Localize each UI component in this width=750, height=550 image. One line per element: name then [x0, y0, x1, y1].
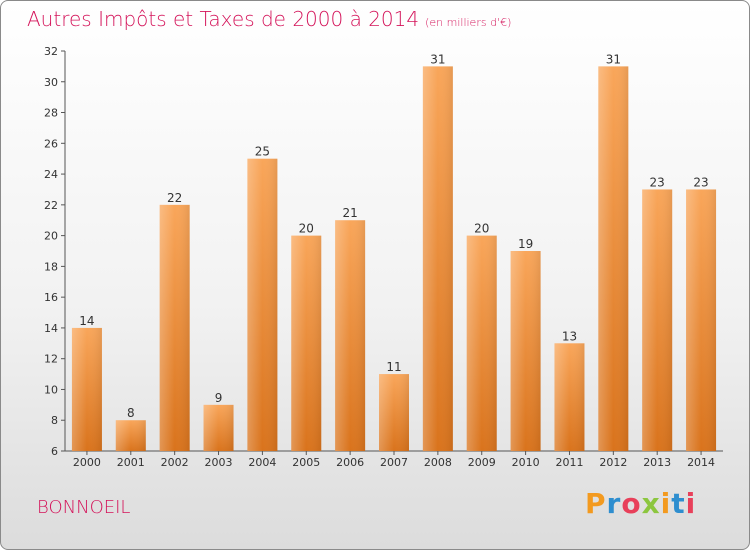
bar-value-label: 25 — [255, 145, 270, 159]
bar-value-label: 23 — [693, 175, 708, 189]
x-tick-label: 2004 — [248, 456, 276, 469]
x-tick-label: 2002 — [161, 456, 189, 469]
y-tick-label: 32 — [44, 45, 58, 58]
x-tick-label: 2011 — [555, 456, 583, 469]
logo-letter: x — [641, 487, 661, 520]
bar-shading — [510, 251, 541, 451]
bar-shading — [335, 220, 366, 451]
chart-title: Autres Impôts et Taxes de 2000 à 2014 (en… — [27, 7, 511, 31]
y-tick-label: 22 — [44, 199, 58, 212]
bar-value-label: 13 — [562, 329, 577, 343]
y-tick-label: 16 — [44, 291, 58, 304]
logo-letter: o — [621, 487, 642, 520]
y-tick-label: 8 — [51, 414, 58, 427]
bar-value-label: 11 — [386, 360, 401, 374]
bar-shading — [291, 235, 322, 451]
x-tick-label: 2014 — [687, 456, 715, 469]
bar-value-label: 19 — [518, 237, 533, 251]
logo-letter: r — [606, 487, 622, 520]
y-tick-label: 18 — [44, 260, 58, 273]
bar-value-label: 23 — [650, 175, 665, 189]
bar-value-label: 21 — [342, 206, 357, 220]
y-tick-label: 6 — [51, 445, 58, 458]
x-tick-label: 2006 — [336, 456, 364, 469]
x-tick-label: 2001 — [117, 456, 145, 469]
bar-shading — [686, 189, 717, 451]
y-tick-label: 28 — [44, 107, 58, 120]
chart-title-text: Autres Impôts et Taxes de 2000 à 2014 — [27, 7, 420, 31]
logo-letter: P — [585, 487, 607, 520]
x-tick-label: 2012 — [599, 456, 627, 469]
bar-shading — [642, 189, 673, 451]
bar-shading — [71, 327, 102, 451]
y-tick-label: 30 — [44, 76, 58, 89]
bar-shading — [115, 420, 146, 451]
x-tick-label: 2010 — [512, 456, 540, 469]
bar-value-label: 31 — [430, 52, 445, 66]
bar-shading — [466, 235, 497, 451]
logo-letter: t — [671, 487, 686, 520]
bar-value-label: 14 — [79, 314, 94, 328]
x-tick-label: 2007 — [380, 456, 408, 469]
bar-shading — [554, 343, 585, 451]
chart-subtitle: (en milliers d'€) — [425, 16, 512, 29]
y-tick-label: 14 — [44, 322, 58, 335]
bar-shading — [159, 204, 190, 451]
bar-shading — [203, 404, 234, 451]
bar-shading — [247, 158, 278, 451]
bar-value-label: 22 — [167, 191, 182, 205]
bar-value-label: 31 — [606, 52, 621, 66]
bar-shading — [598, 66, 629, 451]
bar-value-label: 9 — [215, 391, 223, 405]
y-tick-label: 26 — [44, 137, 58, 150]
y-tick-label: 12 — [44, 353, 58, 366]
x-tick-label: 2000 — [73, 456, 101, 469]
y-tick-label: 10 — [44, 383, 58, 396]
bar-shading — [422, 66, 453, 451]
x-tick-label: 2005 — [292, 456, 320, 469]
commune-name: BONNOEIL — [37, 497, 131, 518]
bar-value-label: 20 — [299, 222, 314, 236]
y-tick-label: 20 — [44, 230, 58, 243]
bar-shading — [379, 374, 409, 451]
bar-value-label: 20 — [474, 222, 489, 236]
logo-letter: i — [660, 487, 672, 520]
x-tick-label: 2009 — [468, 456, 496, 469]
y-tick-label: 24 — [44, 168, 58, 181]
logo-letter: i — [685, 487, 697, 520]
proxiti-logo: Proxiti — [585, 487, 696, 520]
x-tick-label: 2003 — [205, 456, 233, 469]
bar-value-label: 8 — [127, 406, 135, 420]
x-tick-label: 2008 — [424, 456, 452, 469]
x-tick-label: 2013 — [643, 456, 671, 469]
